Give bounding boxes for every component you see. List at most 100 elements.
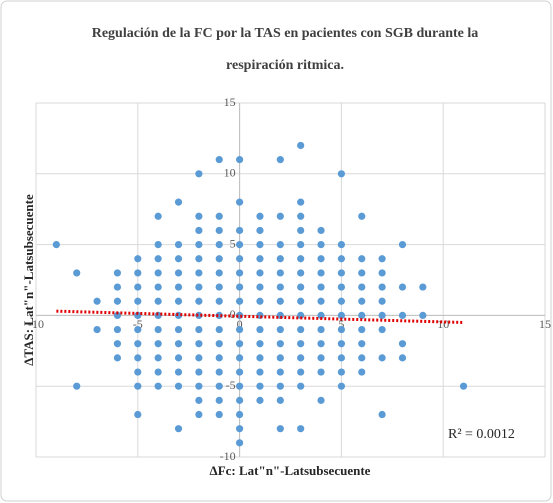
point bbox=[236, 325, 244, 334]
point bbox=[174, 255, 183, 263]
point bbox=[93, 297, 101, 305]
point bbox=[215, 325, 223, 334]
point bbox=[317, 241, 325, 249]
point bbox=[317, 354, 325, 362]
point bbox=[195, 226, 203, 235]
point bbox=[154, 212, 162, 220]
point bbox=[378, 255, 386, 263]
point bbox=[297, 368, 305, 376]
point bbox=[398, 311, 407, 319]
point bbox=[174, 283, 183, 291]
point bbox=[134, 325, 142, 334]
x-tick-label: -5 bbox=[133, 317, 143, 331]
point bbox=[276, 269, 284, 277]
x-tick-label: 15 bbox=[539, 317, 551, 331]
y-tick-label: 10 bbox=[224, 166, 236, 180]
point bbox=[276, 255, 284, 263]
point bbox=[358, 340, 366, 348]
point bbox=[276, 212, 284, 220]
point bbox=[73, 382, 81, 390]
point bbox=[419, 311, 427, 319]
point bbox=[154, 354, 162, 362]
point bbox=[256, 212, 264, 220]
point bbox=[154, 269, 162, 277]
y-tick-label: 15 bbox=[224, 95, 236, 109]
point bbox=[297, 354, 305, 362]
point bbox=[236, 354, 244, 362]
point bbox=[236, 198, 244, 206]
point bbox=[215, 226, 223, 235]
point bbox=[297, 382, 305, 390]
point bbox=[174, 340, 183, 348]
point bbox=[358, 325, 366, 334]
point bbox=[256, 241, 264, 249]
point bbox=[113, 311, 122, 319]
point bbox=[195, 382, 203, 390]
point bbox=[215, 241, 223, 249]
point bbox=[317, 255, 325, 263]
point bbox=[317, 396, 325, 404]
point bbox=[236, 241, 244, 249]
point bbox=[317, 269, 325, 277]
point bbox=[134, 410, 142, 419]
point bbox=[113, 325, 122, 334]
point bbox=[195, 241, 203, 249]
point bbox=[337, 297, 345, 305]
point bbox=[113, 340, 122, 348]
y-tick-label: 5 bbox=[230, 236, 236, 250]
point bbox=[174, 198, 183, 206]
point bbox=[195, 325, 203, 334]
point bbox=[52, 241, 60, 249]
point bbox=[256, 283, 264, 291]
point bbox=[276, 156, 284, 164]
point bbox=[297, 283, 305, 291]
point bbox=[215, 410, 223, 419]
point bbox=[236, 269, 244, 277]
point bbox=[154, 255, 162, 263]
point bbox=[174, 241, 183, 249]
point bbox=[113, 269, 122, 277]
point bbox=[358, 368, 366, 376]
point bbox=[317, 340, 325, 348]
point bbox=[174, 382, 183, 390]
point bbox=[256, 340, 264, 348]
point bbox=[398, 354, 407, 362]
point bbox=[256, 255, 264, 263]
point bbox=[297, 198, 305, 206]
point bbox=[134, 368, 142, 376]
point bbox=[215, 382, 223, 390]
point bbox=[256, 269, 264, 277]
point bbox=[134, 255, 142, 263]
point bbox=[398, 340, 407, 348]
y-tick-label: 0 bbox=[230, 307, 236, 321]
point bbox=[337, 241, 345, 249]
x-tick-label: 10 bbox=[437, 317, 449, 331]
point bbox=[93, 325, 101, 334]
point bbox=[297, 241, 305, 249]
point bbox=[256, 325, 264, 334]
point bbox=[276, 241, 284, 249]
point bbox=[215, 354, 223, 362]
point bbox=[215, 297, 223, 305]
point bbox=[398, 241, 407, 249]
point bbox=[236, 425, 244, 433]
point bbox=[256, 382, 264, 390]
point bbox=[174, 425, 183, 433]
point bbox=[276, 325, 284, 334]
point bbox=[154, 241, 162, 249]
point bbox=[337, 368, 345, 376]
point bbox=[215, 212, 223, 220]
point bbox=[236, 439, 244, 447]
point bbox=[317, 226, 325, 235]
point bbox=[154, 325, 162, 334]
point bbox=[256, 368, 264, 376]
point bbox=[215, 368, 223, 376]
point bbox=[337, 311, 345, 319]
point bbox=[378, 269, 386, 277]
point bbox=[317, 297, 325, 305]
point bbox=[297, 269, 305, 277]
point bbox=[236, 340, 244, 348]
point bbox=[215, 269, 223, 277]
point bbox=[358, 283, 366, 291]
